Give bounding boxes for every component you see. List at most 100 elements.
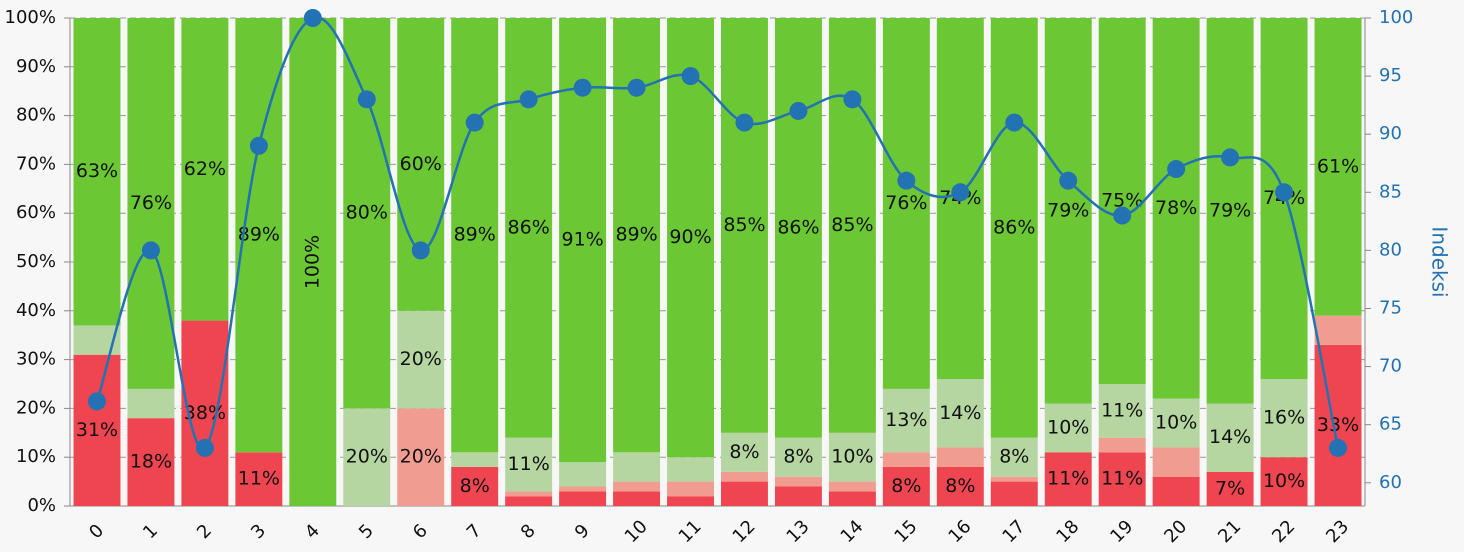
bar-segment <box>1260 379 1308 458</box>
data-label: 89% <box>238 224 280 246</box>
index-point <box>1329 438 1348 457</box>
data-label: 20% <box>346 446 388 468</box>
index-point <box>1167 160 1186 179</box>
y2-tick-label: 80 <box>1379 239 1402 260</box>
y-tick-label: 30% <box>16 349 56 370</box>
y-tick-label: 50% <box>16 251 56 272</box>
y2-tick-label: 60 <box>1379 472 1402 493</box>
bar-segment <box>397 310 445 409</box>
bar-segment <box>774 18 822 438</box>
bar-segment <box>559 462 607 487</box>
bar-segment <box>990 476 1038 482</box>
bar-segment <box>613 491 661 506</box>
index-point <box>735 113 754 132</box>
data-label: 20% <box>400 348 442 370</box>
bar-segment <box>1206 403 1254 472</box>
bar-segment <box>397 408 445 506</box>
bar-segment <box>990 481 1038 506</box>
index-point <box>1275 183 1294 202</box>
data-label: 8% <box>460 475 490 497</box>
bar-segment <box>451 452 499 467</box>
bar-segment <box>1152 447 1200 477</box>
index-point <box>951 183 970 202</box>
data-label: 11% <box>1047 468 1089 490</box>
bar-segment <box>828 18 876 433</box>
bar-segment <box>882 466 930 506</box>
y-tick-label: 60% <box>16 202 56 223</box>
index-point <box>627 78 646 97</box>
bar-segment <box>882 452 930 467</box>
index-point <box>249 136 268 155</box>
index-line <box>95 16 1340 450</box>
data-label: 8% <box>891 475 921 497</box>
data-label: 75% <box>1101 190 1143 212</box>
bar-segment <box>774 437 822 477</box>
bar-segment <box>882 388 930 453</box>
bar-segment <box>505 496 553 506</box>
bar-segment <box>721 481 768 506</box>
bar-segment <box>774 476 822 487</box>
data-label: 11% <box>1101 399 1143 421</box>
bar-segment <box>127 388 175 419</box>
data-label: 63% <box>76 160 118 182</box>
bar-segment <box>1152 398 1200 448</box>
bar-segment <box>127 18 175 389</box>
index-point <box>411 241 430 260</box>
bar-segment <box>774 486 822 506</box>
bar-segment <box>1314 315 1362 345</box>
bar-segment <box>181 18 229 321</box>
bar-segment <box>289 18 337 506</box>
data-label: 20% <box>400 446 442 468</box>
bar-segment <box>1098 452 1146 506</box>
y2-tick-label: 75 <box>1379 297 1402 318</box>
data-label: 8% <box>729 441 759 463</box>
data-label: 76% <box>130 192 172 214</box>
bar-segment <box>667 18 714 458</box>
bar-segment <box>505 491 553 497</box>
data-label: 7% <box>1215 477 1245 499</box>
bar-segment <box>936 379 984 448</box>
index-point <box>1059 171 1078 190</box>
data-label: 8% <box>945 475 975 497</box>
index-point <box>681 67 700 86</box>
bar-segment <box>1044 403 1092 453</box>
data-label: 10% <box>831 446 873 468</box>
bar-segment <box>73 354 121 506</box>
data-label: 85% <box>723 214 765 236</box>
index-point <box>519 90 538 109</box>
index-point <box>195 438 214 457</box>
bar-segment <box>127 418 175 506</box>
data-label: 89% <box>615 224 657 246</box>
y-tick-label: 10% <box>16 446 56 467</box>
data-label: 89% <box>454 224 496 246</box>
data-label: 11% <box>508 453 550 475</box>
y-tick-label: 40% <box>16 300 56 321</box>
data-label: 91% <box>561 229 603 251</box>
data-label: 14% <box>939 402 981 424</box>
y2-tick-label: 100 <box>1379 7 1413 28</box>
bar-segment <box>1260 457 1308 506</box>
bar-segment <box>559 486 607 492</box>
data-label: 8% <box>999 446 1029 468</box>
index-point <box>87 392 106 411</box>
data-label: 85% <box>831 214 873 236</box>
index-point <box>357 90 376 109</box>
index-point <box>789 101 808 120</box>
bar-segment <box>882 18 930 389</box>
index-point <box>1113 206 1132 225</box>
bar-segment <box>343 408 391 506</box>
y-tick-label: 100% <box>5 7 56 28</box>
y-tick-label: 0% <box>27 495 56 516</box>
data-label: 79% <box>1047 199 1089 221</box>
bar-segment <box>73 18 121 326</box>
data-label: 100% <box>301 235 323 289</box>
bar-segment <box>990 437 1038 477</box>
index-point <box>141 241 160 260</box>
bar-segment <box>1206 18 1254 404</box>
bar-segment <box>613 481 661 492</box>
bar-segment <box>1314 18 1362 316</box>
data-label: 16% <box>1263 407 1305 429</box>
data-label: 18% <box>130 451 172 473</box>
index-point <box>1005 113 1024 132</box>
